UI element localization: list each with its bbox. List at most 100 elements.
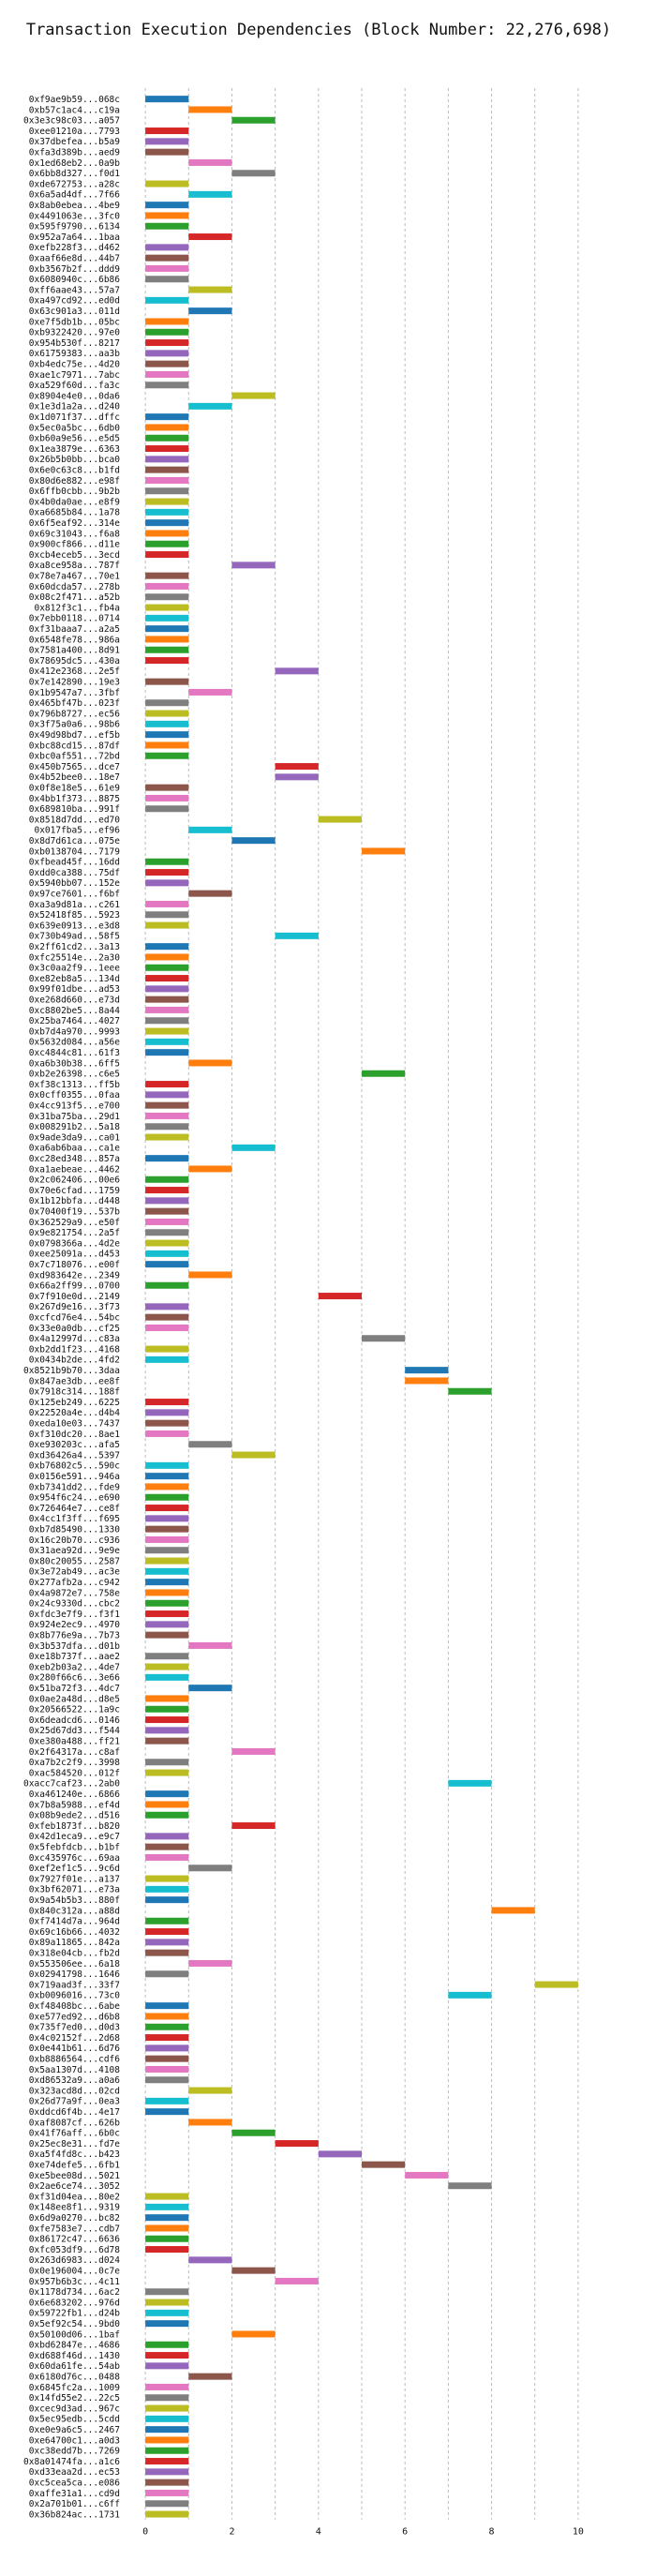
tx-label: 0xb2dd1f23...4168 [29,1344,121,1355]
tx-label: 0x1e3d1a2a...d240 [29,402,121,412]
tx-label: 0x6f5eaf92...314e [29,518,121,529]
tx-label: 0xbd62847e...4686 [29,2341,121,2351]
tx-bar [231,1747,276,1755]
tx-label: 0xf7414d7a...964d [29,1917,120,1927]
tx-bar [145,2002,189,2010]
tx-bar [145,858,189,865]
tx-label: 0xef2ef1c5...9c6d [29,1864,120,1874]
tx-bar [145,498,189,505]
tx-label: 0x726464e7...ce8f [29,1504,120,1514]
tx-label: 0xb60a9e56...e5d5 [29,434,120,444]
tx-label: 0x9ade3da9...ca01 [29,1132,121,1143]
tx-bar [145,2193,189,2200]
tx-bar [145,879,189,887]
tx-label: 0x465bf47b...023f [29,698,120,709]
tx-label: 0xb76802c5...590c [29,1461,120,1472]
tx-label: 0xcb4eceb5...3ecd [29,550,120,561]
tx-label: 0xfc053df9...6d78 [29,2245,121,2255]
tx-label: 0xefb228f3...d462 [29,243,120,253]
tx-label: 0xe930203c...afa5 [29,1440,120,1450]
tx-bar [145,1419,189,1427]
tx-bar [145,1197,189,1205]
tx-bar [145,370,189,378]
tx-bar [145,222,189,230]
tx-bar [145,604,189,611]
tx-label: 0x595f9790...6134 [29,222,121,232]
tx-label: 0xaffe31a1...cd9d [29,2489,120,2499]
bars [145,96,578,2518]
tx-bar [145,1239,189,1247]
tx-bar [362,1070,406,1077]
tx-label: 0x0156e591...946a [29,1472,120,1482]
tx-label: 0xd688f46d...1430 [29,2351,121,2361]
tx-bar [145,1769,189,1776]
tx-bar [448,2182,492,2190]
tx-bar [145,1038,189,1045]
tx-bar [275,932,319,939]
tx-bar [145,996,189,1003]
tx-bar [145,911,189,919]
tx-label: 0x20566522...1a9c [29,1705,120,1715]
tx-bar [145,202,189,209]
x-tick-label: 10 [573,2527,584,2538]
tx-label: 0x8904e4e0...0da6 [29,391,121,401]
tx-bar [145,1716,189,1724]
tx-bar [145,2341,189,2348]
tx-bar [231,2330,276,2338]
tx-label: 0xa3a9d81a...c261 [29,900,121,910]
tx-bar [145,869,189,876]
tx-bar [145,2108,189,2116]
tx-bar [145,1853,189,1861]
tx-bar [145,1949,189,1956]
tx-label: 0x33e0a0db...cf25 [29,1324,120,1334]
tx-bar [231,2267,276,2274]
tx-label: 0xa7b2c2f9...3998 [29,1758,121,1768]
tx-label: 0x0e441b61...6d76 [29,2044,121,2054]
tx-label: 0xa1aebeae...4462 [29,1164,120,1175]
tx-label: 0x6bb8d327...f0d1 [29,169,121,179]
tx-label: 0x2ae6ce74...3052 [29,2181,120,2192]
tx-bar [145,1430,189,1437]
tx-label: 0xff6aae43...57a7 [29,285,120,295]
tx-bar [145,2468,189,2476]
tx-label: 0x89a11865...842a [29,1938,120,1948]
tx-bar [145,1461,189,1469]
tx-bar [145,476,189,484]
tx-bar [231,1144,276,1151]
tx-bar [318,816,362,823]
tx-bar [145,900,189,907]
tx-label: 0xe64700c1...a0d3 [29,2435,120,2446]
tx-bar [145,1811,189,1819]
tx-bar [145,1101,189,1109]
tx-label: 0x957b6b3c...4c11 [29,2277,121,2287]
tx-bar [188,1059,232,1067]
tx-bar [145,2510,189,2518]
tx-label: 0x24c9330d...cbc2 [29,1599,120,1610]
tx-bar [145,1505,189,1512]
tx-bar [145,964,189,971]
tx-label: 0x8b776e9a...7b73 [29,1630,120,1640]
tx-label: 0x3b537dfa...d01b [29,1641,121,1652]
tx-bar [145,1759,189,1766]
tx-bar [145,434,189,442]
tx-bar [145,1653,189,1660]
tx-label: 0x6845fc2a...1009 [29,2383,121,2393]
tx-label: 0xb8886564...cdf6 [29,2054,121,2064]
tx-bar [145,212,189,219]
tx-label: 0x4a9872e7...758e [29,1588,121,1598]
tx-bar [145,2055,189,2062]
tx-bar [188,1959,232,1967]
tx-bar [188,2373,232,2380]
tx-bar [145,530,189,537]
tx-label: 0x1d071f37...dffc [29,412,120,423]
tx-label: 0xa461240e...6866 [29,1790,121,1800]
tx-bar [145,2246,189,2254]
tx-bar [188,1271,232,1279]
tx-bar [145,1229,189,1236]
tx-bar [231,837,276,845]
tx-bar [145,519,189,527]
tx-bar [145,360,189,367]
tx-bar [145,180,189,187]
tx-label: 0x31aea92d...9e9e [29,1546,121,1556]
tx-label: 0xfbead45f...16dd [29,858,120,868]
